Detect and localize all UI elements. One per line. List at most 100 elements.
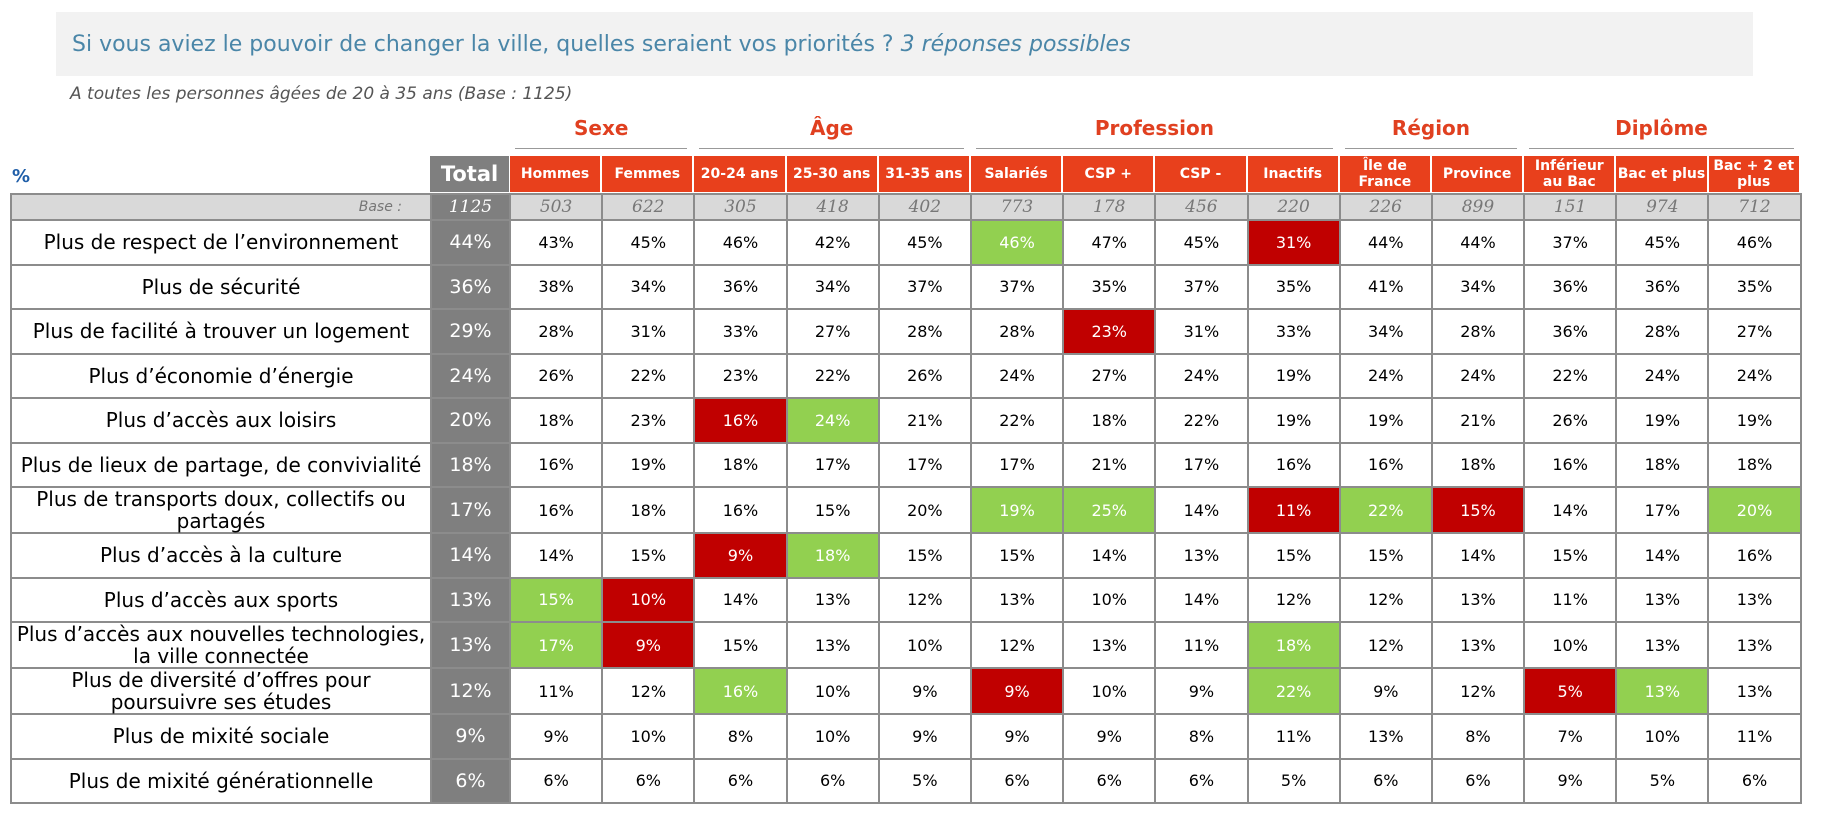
value-cell: 21% xyxy=(1430,397,1526,444)
value-cell: 26% xyxy=(877,352,972,399)
value-cell: 5% xyxy=(1246,757,1341,804)
value-cell: 15% xyxy=(969,532,1065,579)
value-cell: 6% xyxy=(1338,757,1433,804)
column-header: Province xyxy=(1431,156,1524,192)
value-cell: 13% xyxy=(1615,576,1710,623)
column-header: Femmes xyxy=(601,156,694,192)
value-cell: 6% xyxy=(601,757,696,804)
table-row: Plus de respect de l’environnement 44% 43%… xyxy=(10,219,1802,266)
total-cell: 29% xyxy=(430,308,511,355)
column-header: 31-35 ans xyxy=(877,156,970,192)
value-cell: 8% xyxy=(1154,713,1249,760)
table-row: Plus d’accès aux loisirs 20% 18% 23% 16% 24% 2… xyxy=(10,397,1802,444)
value-cell: 13% xyxy=(1430,621,1526,669)
value-cell: 18% xyxy=(1062,397,1157,444)
value-cell: 15% xyxy=(693,621,788,669)
value-cell: 45% xyxy=(1615,219,1710,266)
value-cell: 16% xyxy=(1523,441,1618,488)
base-cell: 712 xyxy=(1707,193,1802,221)
value-cell: 5% xyxy=(877,757,972,804)
value-cell: 10% xyxy=(877,621,972,669)
value-cell-below: 9% xyxy=(601,621,696,669)
value-cell: 14% xyxy=(1154,576,1249,623)
value-cell: 37% xyxy=(969,263,1065,310)
row-label: Plus de transports doux, collectifs ou p… xyxy=(10,486,432,534)
value-cell: 35% xyxy=(1707,263,1802,310)
value-cell-above: 46% xyxy=(969,219,1065,266)
value-cell: 35% xyxy=(1246,263,1341,310)
table-row: Plus d’accès aux sports 13% 15% 10% 14% 13% 12… xyxy=(10,576,1802,623)
group-header: Sexe xyxy=(515,114,688,149)
value-cell: 15% xyxy=(1523,532,1618,579)
value-cell: 19% xyxy=(1707,397,1802,444)
column-header: 20-24 ans xyxy=(693,156,786,192)
value-cell: 7% xyxy=(1523,713,1618,760)
value-cell: 13% xyxy=(1707,667,1802,715)
total-cell: 20% xyxy=(430,397,511,444)
value-cell-below: 16% xyxy=(693,397,788,444)
value-cell: 11% xyxy=(1523,576,1618,623)
value-cell: 10% xyxy=(1523,621,1618,669)
value-cell: 37% xyxy=(1154,263,1249,310)
total-cell: 6% xyxy=(430,757,511,804)
value-cell: 10% xyxy=(1062,667,1157,715)
question-text: Si vous aviez le pouvoir de changer la v… xyxy=(72,32,894,57)
value-cell: 14% xyxy=(1523,486,1618,534)
value-cell: 36% xyxy=(1523,308,1618,355)
value-cell: 27% xyxy=(785,308,880,355)
value-cell: 36% xyxy=(1523,263,1618,310)
value-cell: 17% xyxy=(1154,441,1249,488)
row-label: Plus de sécurité xyxy=(10,263,432,310)
value-cell-above: 18% xyxy=(1246,621,1341,669)
value-cell-above: 17% xyxy=(508,621,604,669)
value-cell: 17% xyxy=(785,441,880,488)
value-cell: 46% xyxy=(1707,219,1802,266)
value-cell: 21% xyxy=(877,397,972,444)
value-cell: 14% xyxy=(693,576,788,623)
value-cell: 15% xyxy=(1338,532,1433,579)
value-cell: 16% xyxy=(508,441,604,488)
row-label: Plus d’économie d’énergie xyxy=(10,352,432,399)
column-header: Île de France xyxy=(1338,156,1431,192)
value-cell: 24% xyxy=(1338,352,1433,399)
base-cell: 220 xyxy=(1246,193,1341,221)
value-cell-below: 5% xyxy=(1523,667,1618,715)
value-cell: 13% xyxy=(1154,532,1249,579)
value-cell: 23% xyxy=(693,352,788,399)
base-cell: 773 xyxy=(969,193,1065,221)
value-cell: 12% xyxy=(877,576,972,623)
column-header: CSP + xyxy=(1062,156,1155,192)
value-cell: 6% xyxy=(1430,757,1526,804)
value-cell: 33% xyxy=(693,308,788,355)
base-cell: 974 xyxy=(1615,193,1710,221)
value-cell: 16% xyxy=(508,486,604,534)
value-cell: 24% xyxy=(1154,352,1249,399)
value-cell: 9% xyxy=(508,713,604,760)
value-cell: 16% xyxy=(1707,532,1802,579)
value-cell: 11% xyxy=(1246,713,1341,760)
value-cell: 35% xyxy=(1062,263,1157,310)
value-cell: 9% xyxy=(1062,713,1157,760)
value-cell: 13% xyxy=(1430,576,1526,623)
value-cell: 11% xyxy=(1707,713,1802,760)
total-cell: 36% xyxy=(430,263,511,310)
base-cell: 503 xyxy=(508,193,604,221)
value-cell: 15% xyxy=(785,486,880,534)
value-cell: 28% xyxy=(969,308,1065,355)
value-cell: 18% xyxy=(1615,441,1710,488)
column-header: 25-30 ans xyxy=(785,156,878,192)
value-cell: 24% xyxy=(1707,352,1802,399)
value-cell-above: 13% xyxy=(1615,667,1710,715)
value-cell-below: 10% xyxy=(601,576,696,623)
group-header: Profession xyxy=(976,114,1333,149)
value-cell: 34% xyxy=(1430,263,1526,310)
value-cell: 15% xyxy=(877,532,972,579)
value-cell: 44% xyxy=(1430,219,1526,266)
value-cell: 22% xyxy=(1154,397,1249,444)
question-note: 3 réponses possibles xyxy=(900,32,1131,57)
value-cell: 28% xyxy=(877,308,972,355)
value-cell: 24% xyxy=(1615,352,1710,399)
value-cell: 21% xyxy=(1062,441,1157,488)
value-cell: 12% xyxy=(1338,576,1433,623)
value-cell: 17% xyxy=(877,441,972,488)
